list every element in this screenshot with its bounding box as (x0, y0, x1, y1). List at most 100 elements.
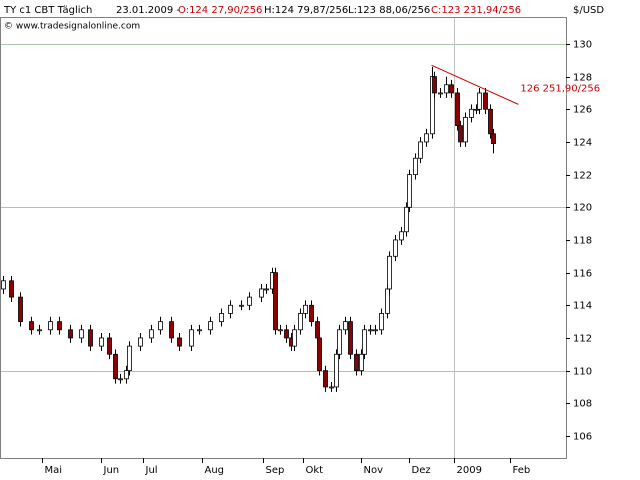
candle-body (483, 92, 488, 110)
y-axis-label: $/USD (573, 5, 604, 16)
candle-body (149, 329, 154, 339)
x-tick-label: Mai (45, 465, 63, 476)
x-tick-label: Sep (266, 465, 285, 476)
header-instrument: TY c1 CBT Täglich (3, 5, 92, 16)
trendline (431, 64, 519, 105)
candle-body (18, 296, 23, 323)
candle-body (424, 133, 429, 143)
y-tick-label: 126 (573, 105, 592, 116)
candle-body (399, 231, 404, 241)
y-tick-label: 116 (573, 269, 592, 280)
candle-body (127, 345, 132, 372)
candle-body (219, 313, 224, 323)
candle-body (348, 321, 353, 355)
candle-body (273, 272, 278, 331)
candle-body (444, 84, 449, 94)
candle-body (158, 321, 163, 331)
candle-body (407, 174, 412, 208)
candle-body (48, 321, 53, 331)
candle-body (329, 386, 334, 389)
candle-body (418, 141, 423, 159)
candle-body (113, 353, 118, 380)
candle-body (354, 353, 359, 372)
candle-body (323, 370, 328, 388)
x-tick-label: Jun (103, 465, 120, 476)
candle-body (88, 329, 93, 347)
candle-body (432, 76, 437, 94)
candle-body (488, 108, 493, 135)
candle-body (491, 133, 496, 144)
y-tick-label: 114 (573, 301, 592, 312)
candle-body (177, 337, 182, 347)
candle-body (284, 329, 289, 339)
y-tick-label: 130 (573, 40, 592, 51)
y-tick-label: 122 (573, 171, 592, 182)
candle-body (118, 378, 123, 381)
x-tick-label: Jul (145, 465, 158, 476)
trendline-label: 126 251,90/256 (520, 83, 600, 94)
candle-body (309, 304, 314, 323)
candle-body (37, 329, 42, 332)
candle-body (278, 329, 283, 332)
candle-body (29, 321, 34, 331)
y-tick-label: 106 (573, 432, 592, 443)
candle-body (57, 321, 62, 331)
candle-body (124, 370, 129, 380)
candle-body (303, 304, 308, 314)
y-tick-label: 120 (573, 203, 592, 214)
candle-body (385, 288, 390, 314)
candle-body (438, 92, 443, 95)
candle-body (449, 84, 454, 94)
candle-body (292, 329, 297, 347)
candle-body (259, 288, 264, 298)
candle-body (343, 321, 348, 331)
candle-body (197, 329, 202, 332)
candle-body (169, 321, 174, 339)
candle-body (455, 92, 460, 127)
header-high: H:124 79,87/256 (264, 5, 348, 16)
header-low: L:123 88,06/256 (348, 5, 430, 16)
x-tick-label: Aug (205, 465, 225, 476)
candle-body (474, 108, 479, 111)
candle-body (264, 288, 269, 291)
candle-body (413, 157, 418, 176)
candle-body (379, 313, 384, 331)
candle-body (228, 304, 233, 314)
y-tick-label: 128 (573, 73, 592, 84)
candle-body (239, 304, 244, 307)
header-close: C:123 231,94/256 (431, 5, 521, 16)
x-tick-label: Feb (513, 465, 531, 476)
candle-body (337, 329, 342, 355)
y-tick-label: 118 (573, 236, 592, 247)
candle-body (477, 92, 482, 110)
candle-body (359, 353, 364, 372)
candle-body (317, 337, 322, 372)
candle-body (463, 117, 468, 143)
candle-body (138, 337, 143, 347)
candle-body (208, 321, 213, 331)
candle-body (315, 321, 320, 339)
candle-body (68, 329, 73, 339)
candle-body (469, 108, 474, 118)
candle-body (334, 353, 339, 388)
header-date: 23.01.2009 - (116, 5, 180, 16)
candle-body (387, 255, 392, 290)
candle-body (99, 337, 104, 347)
candle-body (368, 329, 373, 332)
candle-body (298, 313, 303, 331)
y-tick-label: 112 (573, 334, 592, 345)
x-tick-label: Okt (306, 465, 324, 476)
y-tick-label: 108 (573, 399, 592, 410)
watermark: © www.tradesignalonline.com (4, 22, 140, 32)
header-open: O:124 27,90/256 (178, 5, 262, 16)
candle-body (9, 280, 14, 298)
candle-body (393, 239, 398, 257)
plot-frame (0, 17, 567, 459)
y-tick-label: 124 (573, 138, 592, 149)
candle-body (247, 296, 252, 306)
candle-body (79, 329, 84, 339)
y-tick-label: 110 (573, 367, 592, 378)
candle-body (404, 206, 409, 233)
